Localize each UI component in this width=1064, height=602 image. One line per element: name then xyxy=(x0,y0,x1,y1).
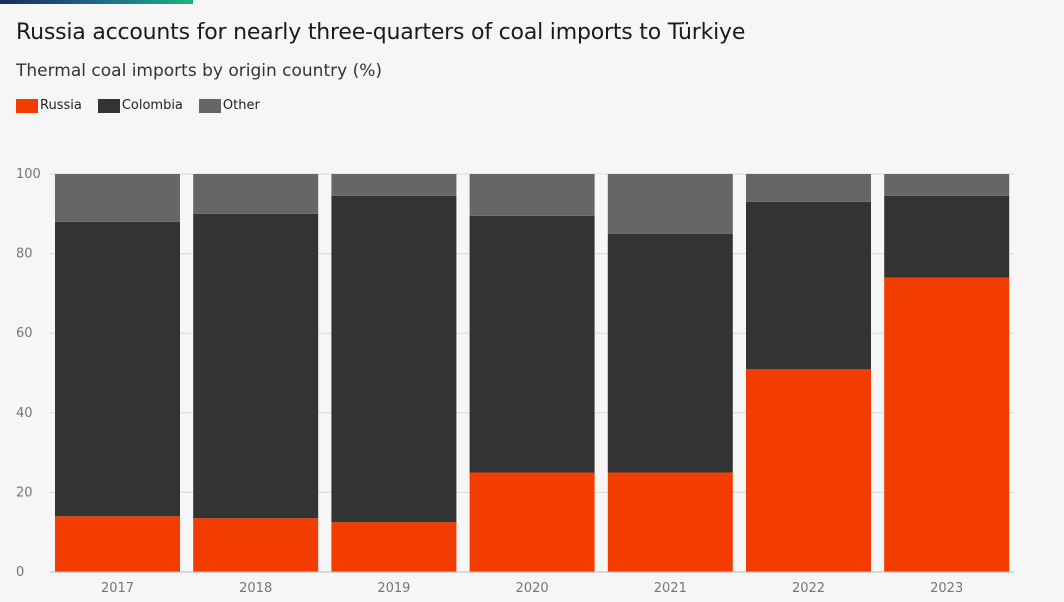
bar-colombia-2021 xyxy=(607,233,733,473)
bar-russia-2022 xyxy=(746,369,871,572)
bar-russia-2019 xyxy=(331,522,457,572)
y-tick-label: 0 xyxy=(16,565,24,580)
bar-russia-2017 xyxy=(55,516,180,572)
bar-other-2021 xyxy=(607,174,733,234)
legend-label: Colombia xyxy=(121,98,183,113)
bar-other-2020 xyxy=(469,174,595,216)
bar-colombia-2020 xyxy=(469,215,595,473)
x-tick-label: 2021 xyxy=(654,581,687,596)
legend-item-russia: Russia xyxy=(16,98,82,113)
bar-colombia-2018 xyxy=(193,213,319,519)
y-tick-label: 100 xyxy=(16,167,41,182)
bar-other-2017 xyxy=(55,174,180,222)
x-tick-label: 2020 xyxy=(516,581,549,596)
x-tick-label: 2019 xyxy=(377,581,410,596)
bar-russia-2020 xyxy=(469,472,595,572)
y-tick-label: 60 xyxy=(16,326,33,341)
x-tick-label: 2022 xyxy=(792,581,825,596)
bar-russia-2021 xyxy=(607,472,733,572)
y-tick-label: 40 xyxy=(16,406,33,421)
bar-colombia-2017 xyxy=(55,221,180,517)
chart-title: Russia accounts for nearly three-quarter… xyxy=(16,20,746,45)
bar-russia-2023 xyxy=(884,277,1010,572)
bar-russia-2018 xyxy=(193,518,319,572)
bar-other-2023 xyxy=(884,174,1010,196)
x-tick-label: 2023 xyxy=(930,581,963,596)
legend-label: Russia xyxy=(40,98,82,113)
legend-label: Other xyxy=(222,98,260,113)
bar-colombia-2023 xyxy=(884,195,1010,278)
brand-accent-bar xyxy=(0,0,193,4)
bar-other-2022 xyxy=(746,174,871,202)
bar-other-2018 xyxy=(193,174,319,214)
bar-colombia-2022 xyxy=(746,201,871,370)
x-tick-label: 2018 xyxy=(239,581,272,596)
y-tick-label: 20 xyxy=(16,485,33,500)
legend-swatch xyxy=(16,98,38,113)
legend-item-other: Other xyxy=(198,98,260,113)
legend-swatch xyxy=(97,98,120,113)
legend: Russia Colombia Other xyxy=(16,98,276,113)
x-tick-label: 2017 xyxy=(101,581,134,596)
legend-swatch xyxy=(198,98,221,113)
bar-other-2019 xyxy=(331,174,457,196)
legend-item-colombia: Colombia xyxy=(97,98,183,113)
bar-colombia-2019 xyxy=(331,195,457,523)
y-tick-label: 80 xyxy=(16,247,33,262)
chart-subtitle: Thermal coal imports by origin country (… xyxy=(16,61,382,81)
